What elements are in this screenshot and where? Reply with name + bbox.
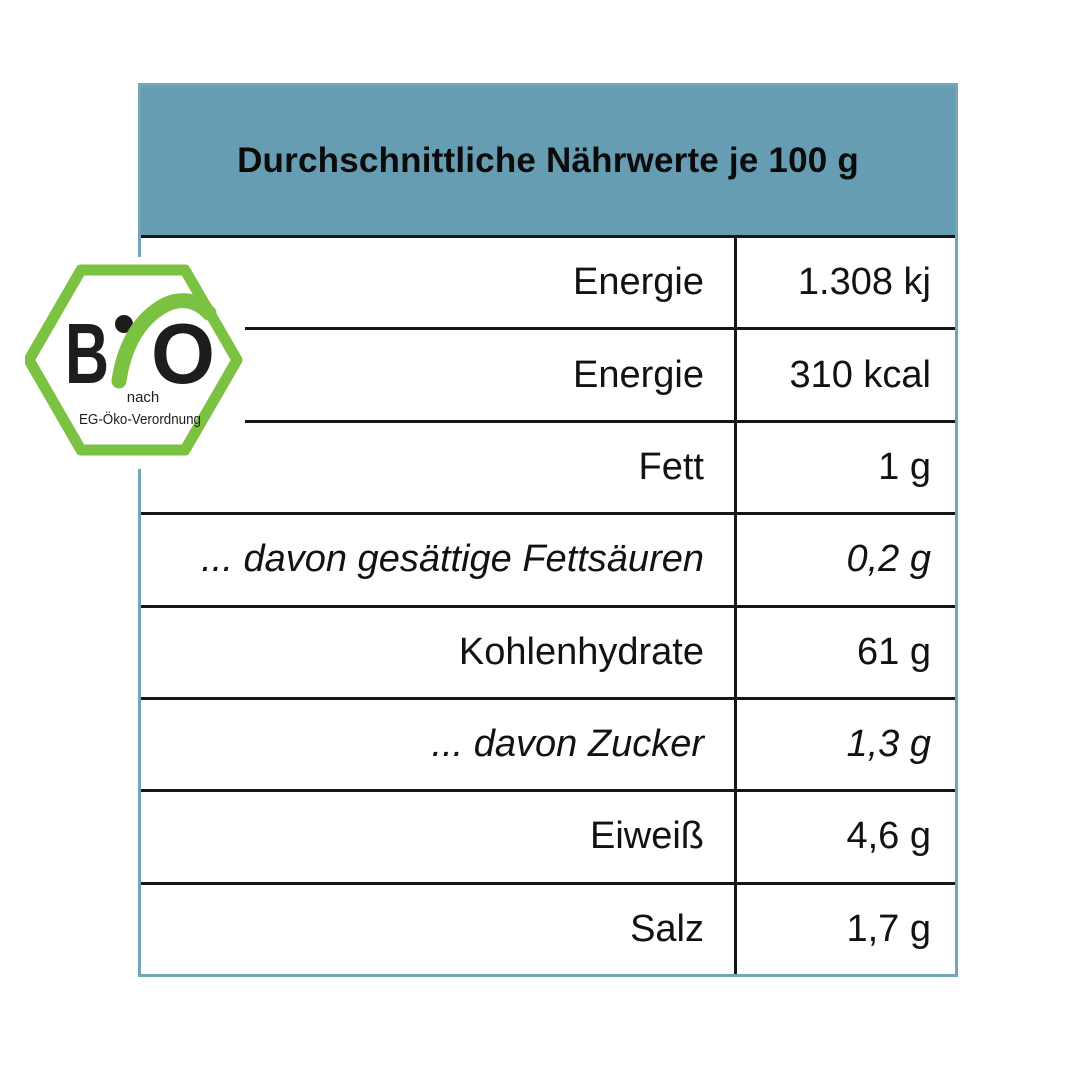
nutrient-value: 1 g (878, 445, 931, 488)
bio-letter-o: O (151, 307, 215, 402)
nutrient-label: ... davon gesättige Fettsäuren (141, 515, 737, 605)
bio-seal-icon: O B nach EG-Öko-Verordnung (25, 264, 243, 456)
nutrient-label: Kohlenhydrate (141, 607, 737, 697)
row-zucker: ... davon Zucker 1,3 g (141, 696, 955, 790)
nutrient-label: ... davon Zucker (141, 699, 737, 790)
table-title: Durchschnittliche Nährwerte je 100 g (237, 140, 859, 180)
bio-hexagon-icon (25, 264, 243, 456)
nutrient-value: 1,3 g (846, 723, 931, 766)
bio-seal-logo: O B nach EG-Öko-Verordnung (25, 257, 245, 469)
row-gesaettigte-fettsaeuren: ... davon gesättige Fettsäuren 0,2 g (141, 512, 955, 605)
nutrient-value: 4,6 g (846, 815, 931, 858)
nutrient-label: Energie (141, 238, 737, 328)
bio-i-swoosh-icon (111, 293, 217, 389)
row-kohlenhydrate: Kohlenhydrate 61 g (141, 604, 955, 697)
nutrient-value: 310 kcal (789, 353, 931, 396)
nutrient-label: Energie (141, 330, 737, 420)
bio-caption-line1: nach (127, 389, 160, 406)
nutrient-value: 1.308 kj (797, 261, 931, 304)
row-eiweiss: Eiweiß 4,6 g (141, 789, 955, 882)
bio-caption-line2: EG-Öko-Verordnung (79, 410, 201, 428)
row-salz: Salz 1,7 g (141, 881, 955, 974)
row-energie-kcal: Energie 310 kcal (141, 327, 955, 420)
table-body: Energie 1.308 kj Energie 310 kcal Fett 1… (141, 235, 955, 974)
nutrient-label: Fett (141, 422, 737, 513)
nutrient-label: Salz (141, 884, 737, 974)
row-energie-kj: Energie 1.308 kj (141, 235, 955, 328)
nutrient-value: 61 g (857, 630, 931, 673)
bio-letter-b: B (65, 307, 109, 402)
row-fett: Fett 1 g (141, 419, 955, 513)
nutrition-table: Durchschnittliche Nährwerte je 100 g Ene… (138, 83, 958, 977)
nutrient-label: Eiweiß (141, 792, 737, 882)
table-header: Durchschnittliche Nährwerte je 100 g (141, 86, 955, 235)
nutrient-value: 0,2 g (846, 538, 931, 581)
nutrient-value: 1,7 g (846, 907, 931, 950)
bio-i-dot-icon (115, 315, 133, 333)
